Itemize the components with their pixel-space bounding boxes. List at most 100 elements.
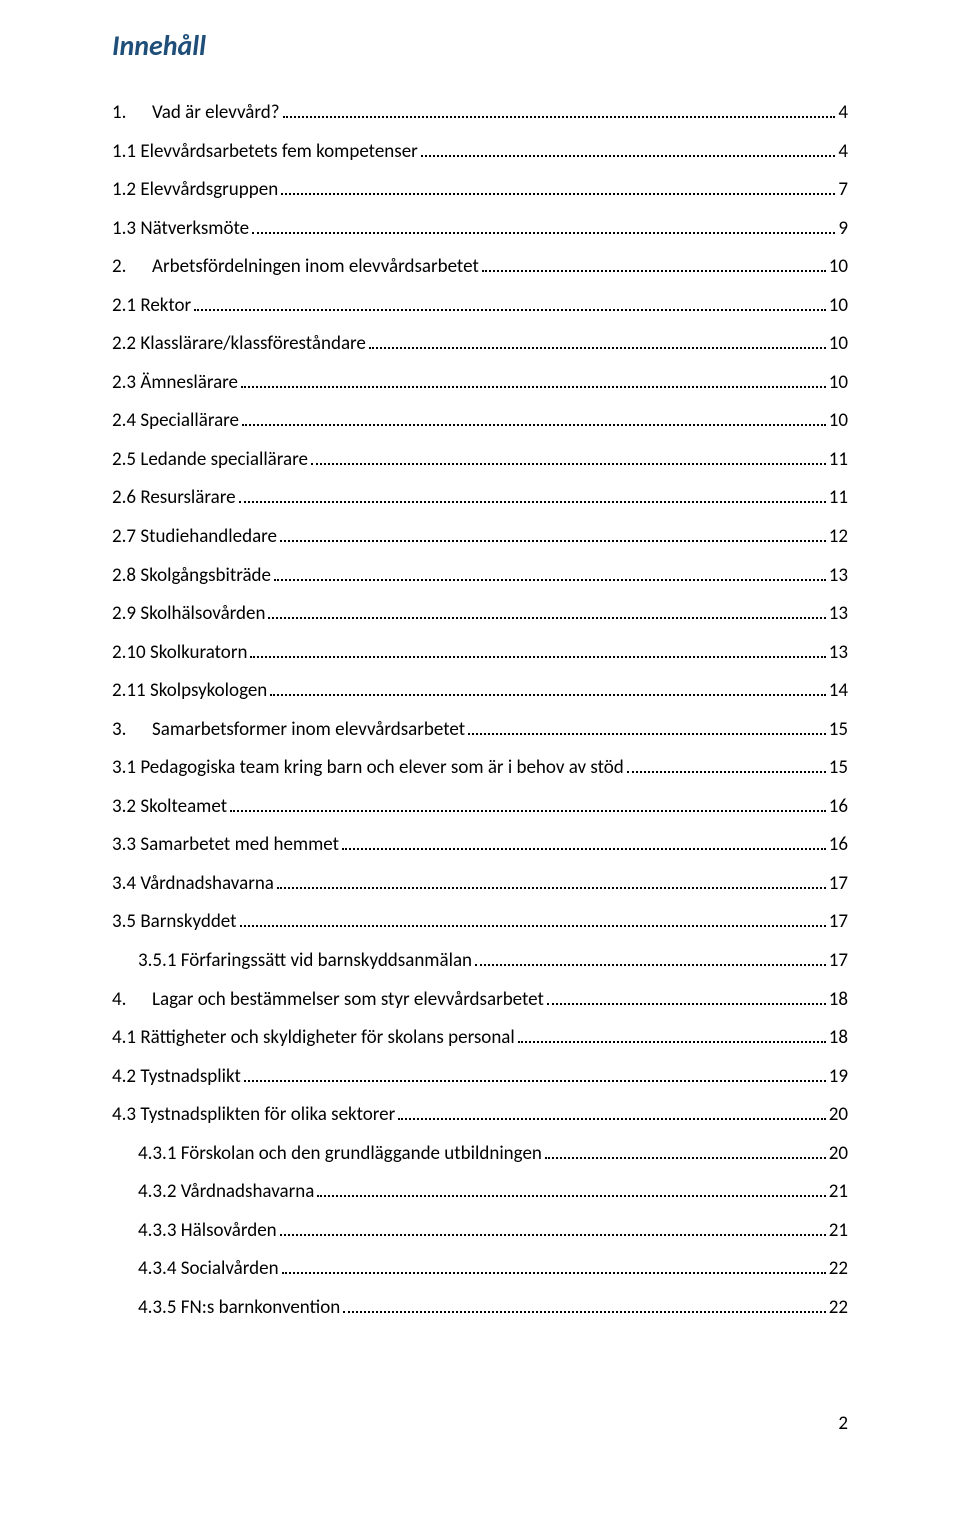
toc-entry[interactable]: 3.4 Vårdnadshavarna 17 <box>112 870 848 898</box>
toc-entry[interactable]: 4.3.3 Hälsovården 21 <box>112 1217 848 1245</box>
toc-entry[interactable]: 3.1 Pedagogiska team kring barn och elev… <box>112 754 848 782</box>
toc-page: 9 <box>838 215 848 243</box>
toc-page: 13 <box>829 562 848 590</box>
toc-text: 2.4 Speciallärare <box>112 407 239 435</box>
toc-leader-dots <box>239 491 826 503</box>
toc-page: 15 <box>829 754 848 782</box>
toc-entry[interactable]: 3.5 Barnskyddet 17 <box>112 908 848 936</box>
toc-text: 2.8 Skolgångsbiträde <box>112 562 271 590</box>
toc-entry[interactable]: 2.5 Ledande speciallärare 11 <box>112 446 848 474</box>
toc-leader-dots <box>230 799 826 811</box>
toc-page: 7 <box>838 176 848 204</box>
toc-text: 4.3.5 FN:s barnkonvention <box>138 1294 340 1322</box>
toc-text: 2.5 Ledande speciallärare <box>112 446 308 474</box>
toc-text: 2.3 Ämneslärare <box>112 369 238 397</box>
toc-text: 4.3.2 Vårdnadshavarna <box>138 1178 314 1206</box>
table-of-contents: 1.Vad är elevvård? 41.1 Elevvårdsarbetet… <box>112 99 848 1322</box>
toc-text: 2.7 Studiehandledare <box>112 523 277 551</box>
toc-page: 17 <box>829 908 848 936</box>
page-title: Innehåll <box>112 28 848 63</box>
toc-entry[interactable]: 1.1 Elevvårdsarbetets fem kompetenser 4 <box>112 138 848 166</box>
toc-leader-dots <box>280 1223 826 1235</box>
toc-entry[interactable]: 2.7 Studiehandledare 12 <box>112 523 848 551</box>
toc-entry[interactable]: 3.3 Samarbetet med hemmet 16 <box>112 831 848 859</box>
toc-entry[interactable]: 3.2 Skolteamet 16 <box>112 793 848 821</box>
toc-entry[interactable]: 2.1 Rektor 10 <box>112 292 848 320</box>
toc-leader-dots <box>317 1185 825 1197</box>
toc-leader-dots <box>281 183 835 195</box>
toc-text: 1.1 Elevvårdsarbetets fem kompetenser <box>112 138 418 166</box>
toc-entry[interactable]: 2.4 Speciallärare 10 <box>112 407 848 435</box>
toc-text: 1.2 Elevvårdsgruppen <box>112 176 278 204</box>
toc-leader-dots <box>194 298 826 310</box>
toc-text: Arbetsfördelningen inom elevvårdsarbetet <box>152 253 479 281</box>
toc-text: 3.3 Samarbetet med hemmet <box>112 831 339 859</box>
toc-leader-dots <box>270 684 825 696</box>
toc-entry[interactable]: 2.6 Resurslärare 11 <box>112 484 848 512</box>
toc-leader-dots <box>241 375 826 387</box>
toc-text: 4.1 Rättigheter och skyldigheter för sko… <box>112 1024 515 1052</box>
toc-number: 2. <box>112 253 152 281</box>
toc-leader-dots <box>244 1069 826 1081</box>
toc-leader-dots <box>482 260 826 272</box>
toc-leader-dots <box>475 954 826 966</box>
toc-entry[interactable]: 1.3 Nätverksmöte 9 <box>112 215 848 243</box>
toc-page: 13 <box>829 639 848 667</box>
toc-number: 3. <box>112 716 152 744</box>
toc-leader-dots <box>268 607 825 619</box>
document-page: Innehåll 1.Vad är elevvård? 41.1 Elevvår… <box>0 0 960 1435</box>
toc-text: 3.2 Skolteamet <box>112 793 227 821</box>
toc-page: 17 <box>829 947 848 975</box>
toc-entry[interactable]: 2.2 Klasslärare/klassföreståndare 10 <box>112 330 848 358</box>
toc-entry[interactable]: 4.Lagar och bestämmelser som styr elevvå… <box>112 986 848 1014</box>
toc-entry[interactable]: 4.1 Rättigheter och skyldigheter för sko… <box>112 1024 848 1052</box>
toc-text: 1.3 Nätverksmöte <box>112 215 249 243</box>
toc-text: 3.1 Pedagogiska team kring barn och elev… <box>112 754 624 782</box>
toc-text: 2.1 Rektor <box>112 292 191 320</box>
toc-entry[interactable]: 2.8 Skolgångsbiträde 13 <box>112 562 848 590</box>
toc-text: 3.5 Barnskyddet <box>112 908 237 936</box>
toc-leader-dots <box>250 645 825 657</box>
toc-page: 18 <box>829 986 848 1014</box>
toc-entry[interactable]: 4.3.2 Vårdnadshavarna 21 <box>112 1178 848 1206</box>
toc-page: 10 <box>829 292 848 320</box>
toc-leader-dots <box>277 877 826 889</box>
toc-entry[interactable]: 4.2 Tystnadsplikt 19 <box>112 1063 848 1091</box>
toc-entry[interactable]: 2.3 Ämneslärare 10 <box>112 369 848 397</box>
toc-entry[interactable]: 2.10 Skolkuratorn 13 <box>112 639 848 667</box>
toc-text: Vad är elevvård? <box>152 99 280 127</box>
toc-page: 17 <box>829 870 848 898</box>
toc-text: 4.3.3 Hälsovården <box>138 1217 277 1245</box>
toc-page: 21 <box>829 1217 848 1245</box>
toc-page: 4 <box>838 138 848 166</box>
toc-page: 10 <box>829 369 848 397</box>
toc-page: 20 <box>829 1101 848 1129</box>
toc-entry[interactable]: 2.11 Skolpsykologen 14 <box>112 677 848 705</box>
toc-leader-dots <box>369 337 826 349</box>
toc-number: 1. <box>112 99 152 127</box>
toc-page: 11 <box>829 446 848 474</box>
toc-leader-dots <box>468 722 826 734</box>
toc-page: 14 <box>829 677 848 705</box>
toc-entry[interactable]: 1.2 Elevvårdsgruppen 7 <box>112 176 848 204</box>
toc-entry[interactable]: 4.3.1 Förskolan och den grundläggande ut… <box>112 1140 848 1168</box>
toc-entry[interactable]: 1.Vad är elevvård? 4 <box>112 99 848 127</box>
toc-page: 16 <box>829 793 848 821</box>
toc-page: 20 <box>829 1140 848 1168</box>
toc-page: 12 <box>829 523 848 551</box>
toc-text: 2.11 Skolpsykologen <box>112 677 267 705</box>
toc-text: 4.3.4 Socialvården <box>138 1255 279 1283</box>
toc-text: 4.3.1 Förskolan och den grundläggande ut… <box>138 1140 542 1168</box>
toc-page: 10 <box>829 407 848 435</box>
toc-entry[interactable]: 3.Samarbetsformer inom elevvårdsarbetet … <box>112 716 848 744</box>
toc-leader-dots <box>545 1146 826 1158</box>
toc-entry[interactable]: 2.Arbetsfördelningen inom elevvårdsarbet… <box>112 253 848 281</box>
toc-page: 10 <box>829 330 848 358</box>
toc-entry[interactable]: 4.3 Tystnadsplikten för olika sektorer 2… <box>112 1101 848 1129</box>
toc-leader-dots <box>342 838 826 850</box>
toc-entry[interactable]: 4.3.4 Socialvården 22 <box>112 1255 848 1283</box>
toc-text: 3.4 Vårdnadshavarna <box>112 870 274 898</box>
toc-entry[interactable]: 2.9 Skolhälsovården 13 <box>112 600 848 628</box>
toc-entry[interactable]: 3.5.1 Förfaringssätt vid barnskyddsanmäl… <box>112 947 848 975</box>
toc-entry[interactable]: 4.3.5 FN:s barnkonvention 22 <box>112 1294 848 1322</box>
